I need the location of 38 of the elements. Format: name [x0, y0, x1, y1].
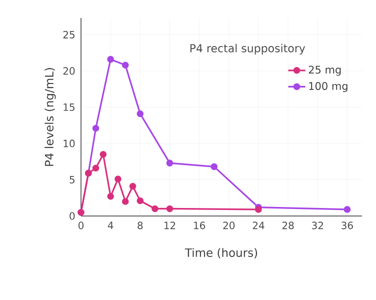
x-tick-label: 12: [164, 222, 176, 230]
text: P4 rectal suppository: [190, 44, 306, 55]
point: [100, 150, 107, 158]
point: [344, 206, 351, 213]
x-tick-label: 28: [282, 222, 294, 230]
point: [114, 176, 122, 182]
x-tick-label: 16: [194, 222, 206, 230]
point: [92, 124, 100, 132]
y-tick-label: 0: [70, 212, 75, 220]
point: [107, 193, 114, 200]
point: [107, 56, 114, 63]
x-tick-label: 4: [108, 222, 114, 229]
point: [122, 62, 129, 69]
y-tick-label: 5: [70, 176, 74, 184]
point: [152, 205, 158, 212]
x-tick-label: 0: [78, 222, 84, 230]
y-tick-label: 10: [64, 140, 75, 148]
y-tick-label: 15: [64, 103, 74, 111]
y-tick-label: 25: [63, 30, 74, 38]
point: [92, 164, 100, 172]
point: [166, 205, 174, 212]
point: [136, 110, 144, 118]
x-tick-label: 24: [252, 222, 264, 230]
x-tick-label: 36: [342, 222, 353, 230]
legend-label: 100 mg: [309, 82, 348, 92]
point: [136, 197, 144, 204]
point: [129, 182, 136, 190]
point: [122, 198, 129, 205]
x-axis-title: Time (hours): [184, 248, 258, 258]
y-tick-label: 20: [63, 67, 75, 75]
x-tick-label: 8: [138, 222, 143, 230]
point: [255, 206, 262, 213]
y-axis-title: P4 levels (ng/mL): [44, 68, 56, 166]
legend-label: 25 mg: [308, 66, 341, 76]
x-tick-label: 32: [312, 222, 323, 230]
point: [210, 163, 218, 170]
x-tick-label: 20: [223, 222, 235, 230]
point: [166, 160, 174, 166]
